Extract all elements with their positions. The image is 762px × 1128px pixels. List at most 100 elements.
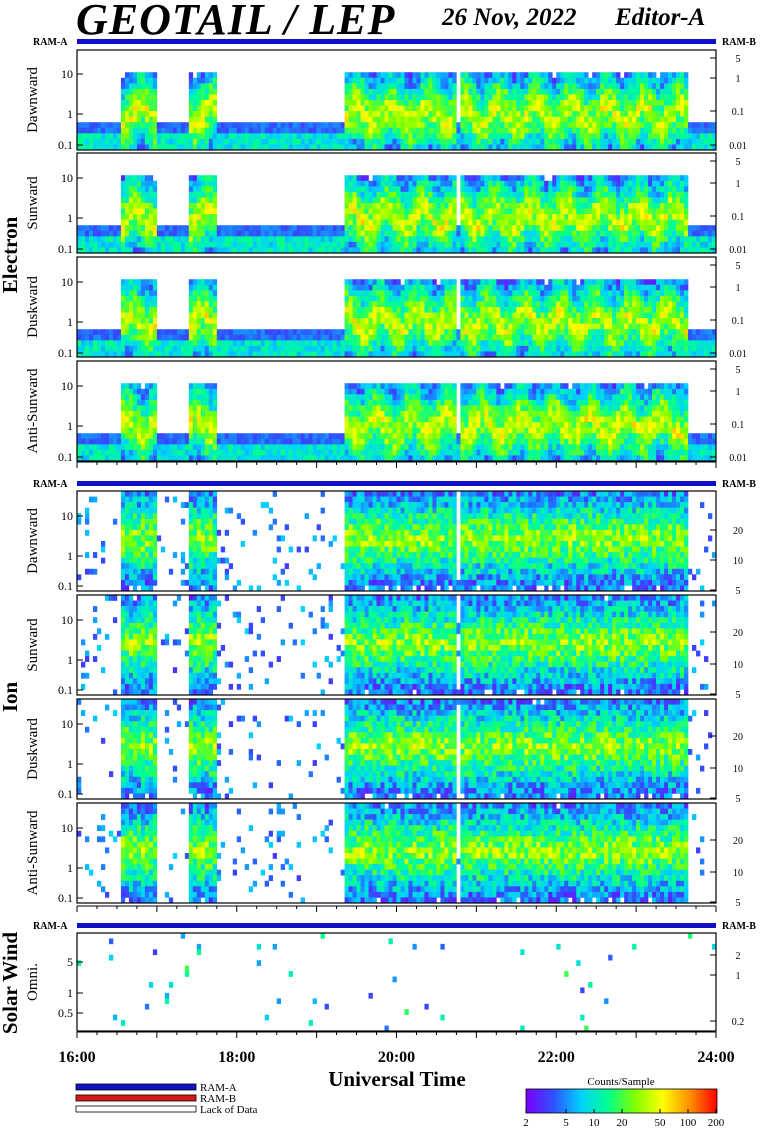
spectrogram-cell (120, 312, 126, 319)
spectrogram-cell (112, 230, 118, 237)
spectrogram-cell (416, 186, 421, 193)
spectrogram-cell (464, 105, 469, 112)
spectrogram-cell (692, 122, 697, 129)
spectrogram-cell (564, 175, 569, 182)
spectrogram-cell (436, 203, 441, 209)
spectrogram-cell (604, 133, 609, 140)
spectrogram-cell (360, 301, 365, 308)
spectrogram-cell (504, 208, 509, 215)
spectrogram-cell (452, 241, 457, 248)
spectrogram-cell (432, 345, 437, 352)
spectrogram-cell (204, 323, 210, 330)
spectrogram-cell (372, 301, 377, 308)
spectrogram-cell (77, 144, 82, 151)
spectrogram-cell (340, 122, 345, 129)
spectrogram-cell (440, 197, 445, 204)
spectrogram-cell (192, 105, 198, 112)
spectrogram-cell (676, 236, 681, 243)
spectrogram-cell (472, 214, 477, 220)
spectrogram-cell (204, 329, 210, 336)
spectrogram-cell (672, 133, 677, 140)
spectrogram-cell (400, 138, 405, 145)
spectrogram-cell (372, 290, 377, 297)
spectrogram-cell (540, 127, 545, 134)
spectrogram-cell (572, 197, 577, 204)
spectrogram-cell (148, 191, 154, 198)
spectrogram-cell (436, 219, 441, 226)
spectrogram-cell (344, 225, 349, 232)
spectrogram-cell (344, 175, 349, 182)
spectrogram-cell (140, 88, 146, 95)
spectrogram-cell (560, 111, 565, 117)
spectrogram-cell (368, 88, 373, 95)
spectrogram-cell (528, 318, 533, 324)
spectrogram-cell (636, 208, 641, 215)
spectrogram-cell (220, 230, 226, 237)
spectrogram-cell (528, 122, 533, 129)
spectrogram-cell (500, 219, 505, 226)
spectrogram-cell (504, 247, 509, 254)
spectrogram-cell (576, 83, 581, 90)
spectrogram-cell (436, 214, 441, 220)
spectrogram-cell (536, 203, 541, 209)
spectrogram-cell (372, 111, 377, 117)
spectrogram-cell (308, 144, 313, 151)
spectrogram-cell (428, 105, 433, 112)
spectrogram-cell (372, 329, 377, 336)
spectrogram-cell (540, 214, 545, 220)
spectrogram-cell (144, 111, 150, 117)
spectrogram-cell (516, 111, 521, 117)
spectrogram-cell (452, 219, 457, 226)
spectrogram-cell (632, 203, 637, 209)
spectrogram-cell (128, 290, 134, 297)
spectrogram-cell (588, 295, 593, 302)
spectrogram-cell (420, 279, 425, 286)
spectrogram-cell (480, 219, 485, 226)
spectrogram-cell (388, 116, 393, 123)
spectrogram-cell (452, 72, 457, 79)
spectrogram-cell (196, 191, 202, 198)
spectrogram-cell (532, 307, 537, 313)
spectrogram-cell (200, 127, 206, 134)
spectrogram-cell (592, 301, 597, 308)
spectrogram-cell (264, 122, 269, 129)
spectrogram-cell (356, 284, 361, 291)
spectrogram-cell (572, 94, 577, 101)
spectrogram-cell (604, 219, 609, 226)
spectrogram-cell (340, 236, 345, 243)
spectrogram-cell (136, 191, 142, 198)
spectrogram-cell (420, 236, 425, 243)
spectrogram-cell (608, 94, 613, 101)
spectrogram-cell (524, 334, 529, 341)
spectrogram-cell (208, 284, 214, 291)
spectrogram-cell (464, 323, 469, 330)
spectrogram-cell (84, 133, 90, 140)
spectrogram-cell (432, 133, 437, 140)
spectrogram-cell (560, 83, 565, 90)
spectrogram-cell (416, 323, 421, 330)
spectrogram-cell (480, 94, 485, 101)
spectrogram-cell (392, 279, 397, 286)
spectrogram-cell (616, 323, 621, 330)
spectrogram-cell (508, 105, 513, 112)
spectrogram-cell (244, 345, 250, 352)
spectrogram-cell (372, 318, 377, 324)
spectrogram-cell (472, 345, 477, 352)
spectrogram-cell (588, 230, 593, 237)
spectrogram-cell (476, 105, 481, 112)
spectrogram-cell (444, 94, 449, 101)
spectrogram-cell (592, 290, 597, 297)
spectrogram-cell (380, 203, 385, 209)
spectrogram-cell (444, 225, 449, 232)
spectrogram-cell (680, 105, 685, 112)
spectrogram-cell (596, 208, 601, 215)
spectrogram-cell (608, 116, 613, 123)
spectrogram-cell (556, 312, 561, 319)
spectrogram-cell (500, 133, 505, 140)
spectrogram-cell (608, 345, 613, 352)
spectrogram-cell (516, 295, 521, 302)
spectrogram-cell (580, 175, 585, 182)
spectrogram-cell (492, 186, 497, 193)
spectrogram-cell (400, 116, 405, 123)
spectrogram-cell (508, 116, 513, 123)
